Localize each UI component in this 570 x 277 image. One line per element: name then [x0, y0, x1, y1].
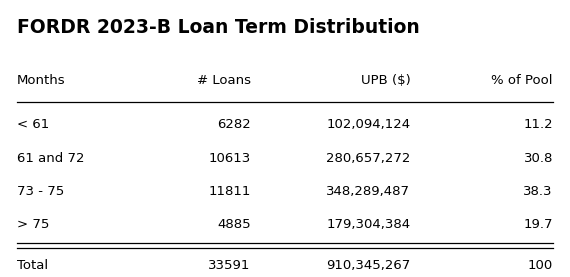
- Text: 33591: 33591: [209, 258, 251, 271]
- Text: % of Pool: % of Pool: [491, 74, 553, 87]
- Text: FORDR 2023-B Loan Term Distribution: FORDR 2023-B Loan Term Distribution: [17, 18, 420, 37]
- Text: 102,094,124: 102,094,124: [326, 118, 410, 131]
- Text: 30.8: 30.8: [523, 152, 553, 165]
- Text: # Loans: # Loans: [197, 74, 251, 87]
- Text: 38.3: 38.3: [523, 185, 553, 198]
- Text: 910,345,267: 910,345,267: [326, 258, 410, 271]
- Text: 11.2: 11.2: [523, 118, 553, 131]
- Text: 100: 100: [528, 258, 553, 271]
- Text: 6282: 6282: [217, 118, 251, 131]
- Text: 11811: 11811: [209, 185, 251, 198]
- Text: 280,657,272: 280,657,272: [326, 152, 410, 165]
- Text: 61 and 72: 61 and 72: [17, 152, 84, 165]
- Text: 179,304,384: 179,304,384: [326, 218, 410, 231]
- Text: UPB ($): UPB ($): [361, 74, 410, 87]
- Text: 4885: 4885: [217, 218, 251, 231]
- Text: 10613: 10613: [209, 152, 251, 165]
- Text: Total: Total: [17, 258, 48, 271]
- Text: Months: Months: [17, 74, 66, 87]
- Text: 348,289,487: 348,289,487: [327, 185, 410, 198]
- Text: < 61: < 61: [17, 118, 50, 131]
- Text: 73 - 75: 73 - 75: [17, 185, 64, 198]
- Text: > 75: > 75: [17, 218, 50, 231]
- Text: 19.7: 19.7: [523, 218, 553, 231]
